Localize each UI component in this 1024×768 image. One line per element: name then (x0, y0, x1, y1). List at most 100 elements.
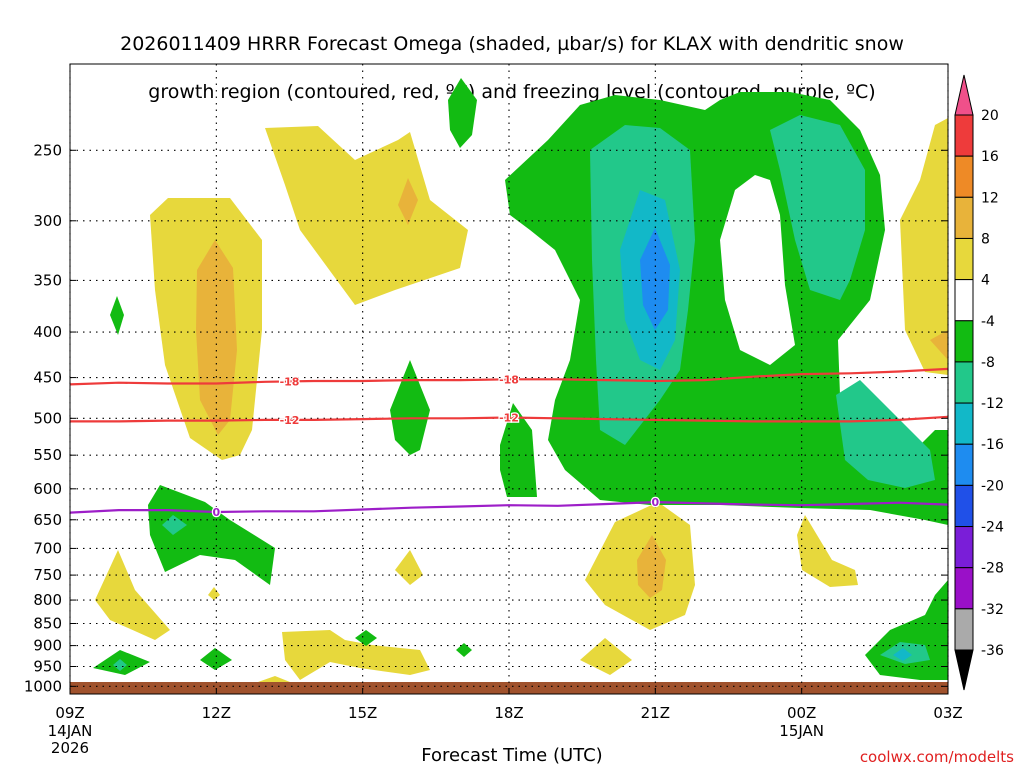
colorbar-label: 20 (981, 108, 999, 124)
contour-label: -18 (499, 373, 519, 386)
contour-label: -18 (280, 375, 300, 388)
colorbar-swatch (954, 402, 974, 445)
colorbar-label: -36 (981, 643, 1004, 659)
shade-positive-14 (930, 330, 948, 360)
colorbar-label: 4 (981, 273, 990, 289)
y-tick-label: 750 (33, 566, 62, 584)
credit-link[interactable]: coolwx.com/modelts (859, 748, 1014, 766)
y-tick-label: 350 (33, 271, 62, 289)
y-tick-label: 650 (33, 511, 62, 529)
colorbar: 20 16 12 8 4 -4 -8 -12 -16 -20 -24 -28 -32 -36 (954, 74, 1004, 691)
colorbar-label: -28 (981, 561, 1004, 577)
shade-negative-1 (448, 78, 477, 148)
x-tick-label: 12Z (202, 704, 231, 722)
colorbar-swatch (954, 484, 974, 528)
colorbar-swatch (954, 114, 974, 157)
shade-negative-6 (770, 115, 865, 300)
x-tick-label: 21Z (641, 704, 670, 722)
colorbar-swatch-bottom (954, 649, 974, 691)
x-tick-year: 2026 (51, 739, 89, 757)
shade-positive-7 (282, 630, 430, 680)
colorbar-label: -4 (981, 314, 995, 330)
shade-negative-20 (893, 648, 912, 661)
colorbar-swatch (954, 526, 974, 569)
contour-label: -12 (280, 414, 300, 427)
y-tick-label: 500 (33, 409, 62, 427)
shade-negative-7 (836, 380, 935, 488)
chart-title: 2026011409 HRRR Forecast Omega (shaded, … (0, 8, 1024, 104)
colorbar-label: 8 (981, 231, 990, 247)
x-tick-label: 18Z (494, 704, 523, 722)
shade-negative-18 (865, 580, 948, 680)
y-tick-label: 850 (33, 614, 62, 632)
colorbar-label: -12 (981, 396, 1004, 412)
shade-positive-13 (900, 118, 948, 375)
colorbar-swatch (954, 443, 974, 486)
y-tick-label: 1000 (24, 677, 62, 695)
shade-negative-10 (110, 296, 124, 335)
y-tick-label: 600 (33, 480, 62, 498)
x-tick-label: 15Z (348, 704, 377, 722)
colorbar-label: -20 (981, 478, 1004, 494)
shade-positive-16 (208, 587, 220, 600)
colorbar-label: -24 (981, 520, 1004, 536)
x-tick-label: 00Z (787, 704, 816, 722)
shade-positive-10 (580, 638, 632, 675)
shade-negative-16 (355, 630, 377, 646)
colorbar-swatch (954, 237, 974, 281)
shade-positive-6 (395, 550, 423, 585)
colorbar-swatch (954, 361, 974, 404)
y-tick-label: 400 (33, 323, 62, 341)
y-tick-label: 450 (33, 369, 62, 387)
shade-negative-11 (148, 485, 275, 585)
shade-negative-14 (113, 659, 127, 671)
colorbar-label: -16 (981, 437, 1004, 453)
contour-label: -12 (499, 412, 519, 425)
contour-line (70, 415, 948, 423)
shade-negative-17 (456, 643, 472, 657)
colorbar-swatch (954, 567, 974, 610)
y-tick-label: 700 (33, 539, 62, 557)
shade-negative-8 (390, 360, 430, 455)
shaded-regions (93, 78, 948, 682)
contour-line (70, 367, 948, 386)
colorbar-swatch (954, 196, 974, 239)
x-tick-date: 14JAN (48, 722, 93, 740)
shade-negative-15 (200, 648, 232, 670)
contour-label: 0 (213, 506, 221, 519)
colorbar-swatch-top (954, 74, 974, 116)
y-axis: 250 300 350 400 450 500 550 600 650 700 750 800 850 9… (24, 141, 948, 695)
y-tick-label: 950 (33, 658, 62, 676)
shade-positive-4 (398, 178, 418, 225)
colorbar-label: -8 (981, 355, 995, 371)
y-tick-label: 250 (33, 141, 62, 159)
shade-positive-12 (797, 515, 858, 587)
contours: -18 -18 -12 -12 0 0 (70, 367, 948, 520)
contour-line (70, 500, 948, 514)
shade-positive-3 (265, 126, 468, 305)
colorbar-label: -32 (981, 602, 1004, 618)
contour-label: 0 (652, 496, 660, 509)
colorbar-label: 16 (981, 149, 999, 165)
colorbar-swatch (954, 155, 974, 198)
x-tick-label: 03Z (933, 704, 962, 722)
title-line-1: 2026011409 HRRR Forecast Omega (shaded, … (120, 33, 904, 55)
x-axis-label: Forecast Time (UTC) (421, 745, 603, 766)
shade-hole-1 (720, 175, 795, 365)
x-tick-label: 09Z (55, 704, 84, 722)
shade-positive-15 (258, 676, 290, 682)
colorbar-swatch (954, 320, 974, 363)
y-tick-label: 800 (33, 591, 62, 609)
title-line-2: growth region (contoured, red, ºC) and f… (148, 81, 876, 103)
y-tick-label: 550 (33, 446, 62, 464)
y-tick-label: 900 (33, 637, 62, 655)
shade-positive-9 (637, 535, 666, 598)
colorbar-swatch (954, 608, 974, 651)
shade-positive-5 (95, 550, 170, 640)
x-tick-date: 15JAN (779, 722, 824, 740)
colorbar-label: 12 (981, 190, 999, 206)
y-tick-label: 300 (33, 212, 62, 230)
colorbar-swatch (954, 279, 974, 322)
